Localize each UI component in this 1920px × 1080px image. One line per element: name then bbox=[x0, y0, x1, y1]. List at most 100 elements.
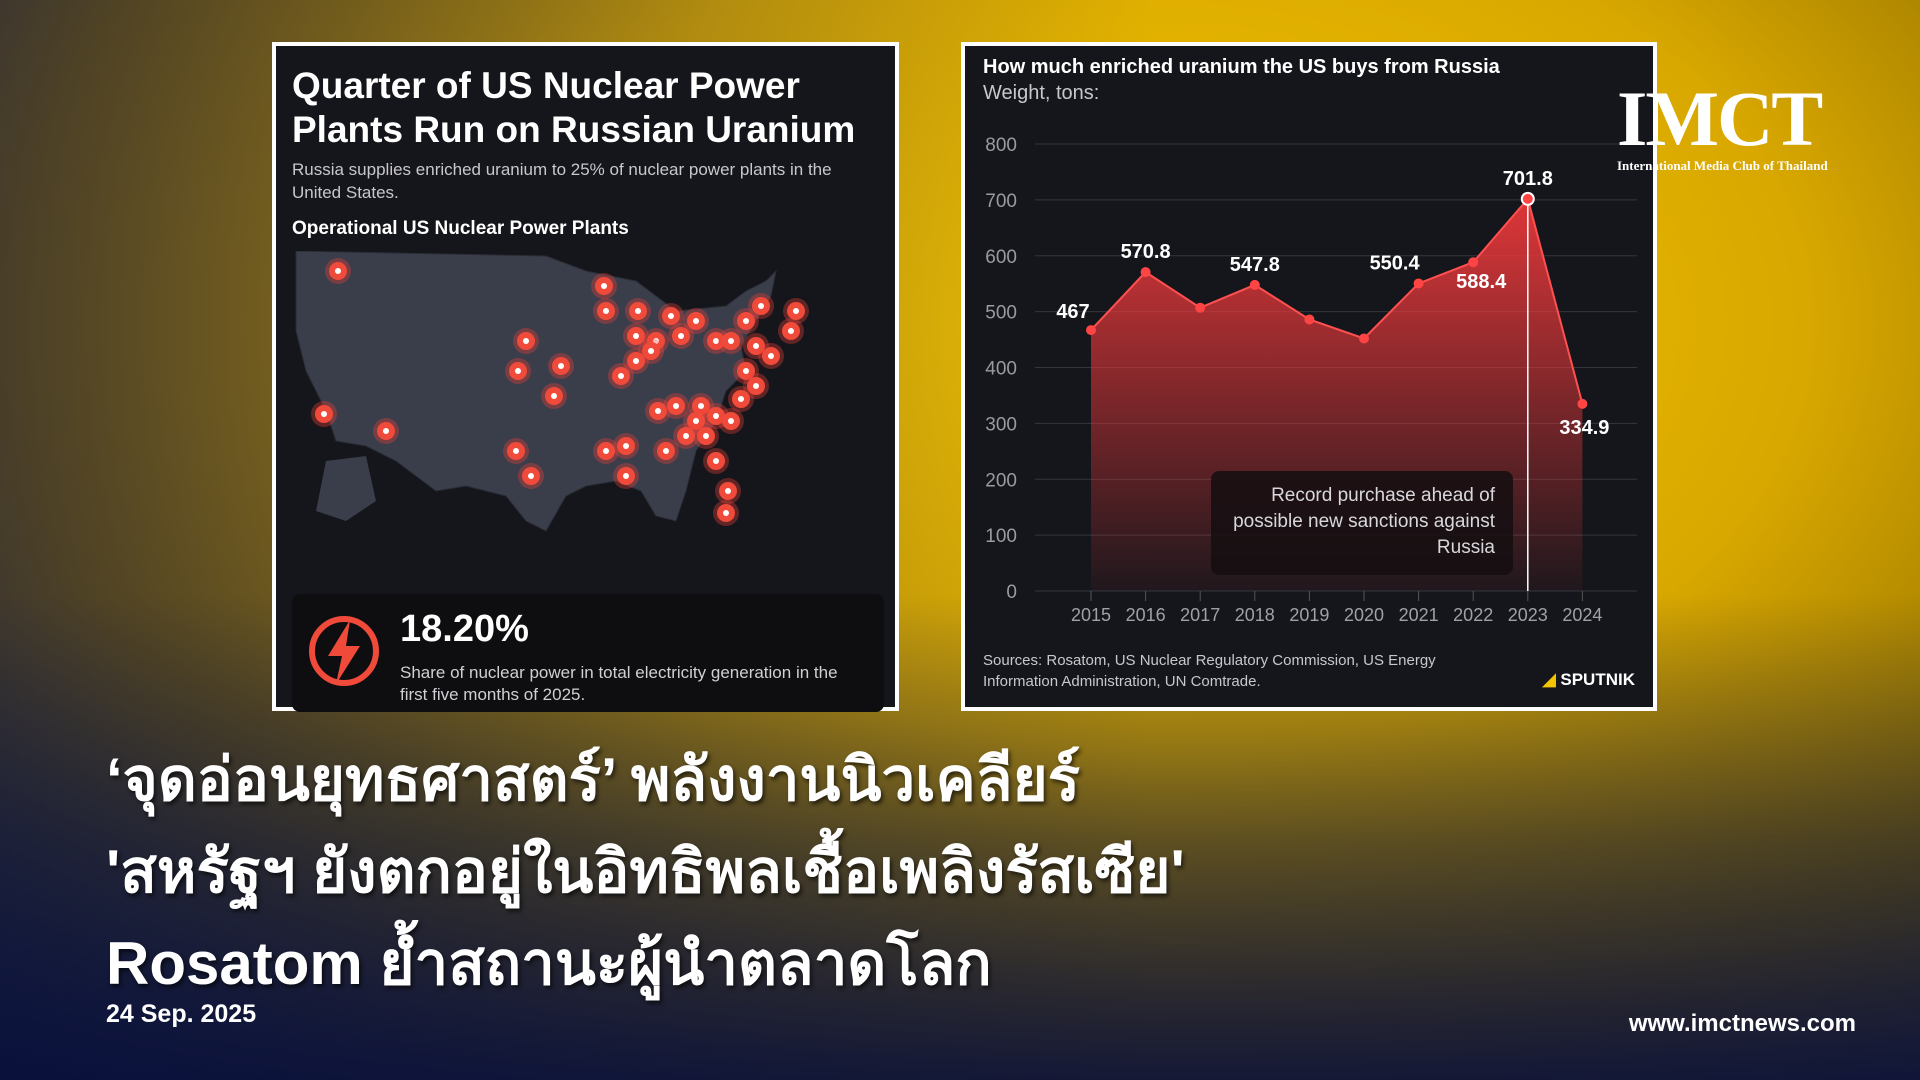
y-tick-label: 100 bbox=[985, 526, 1017, 547]
marker-center bbox=[633, 333, 639, 339]
x-tick-label: 2020 bbox=[1344, 605, 1384, 625]
radiation-icon bbox=[758, 343, 784, 369]
x-tick-label: 2023 bbox=[1508, 605, 1548, 625]
marker-center bbox=[753, 343, 759, 349]
x-tick-label: 2022 bbox=[1453, 605, 1493, 625]
x-tick-label: 2016 bbox=[1126, 605, 1166, 625]
data-label: 701.8 bbox=[1503, 168, 1553, 190]
marker-center bbox=[728, 418, 734, 424]
sputnik-mark-icon: ◢ bbox=[1542, 670, 1556, 689]
radiation-icon bbox=[778, 318, 804, 344]
marker-center bbox=[551, 393, 557, 399]
radiation-icon bbox=[593, 298, 619, 324]
radiation-icon bbox=[518, 463, 544, 489]
logo-tagline: International Media Club of Thailand bbox=[1617, 158, 1828, 173]
radiation-icon bbox=[663, 393, 689, 419]
radiation-icon bbox=[733, 308, 759, 334]
marker-center bbox=[713, 413, 719, 419]
chart-annotation: Record purchase ahead of possible new sa… bbox=[1211, 471, 1513, 575]
marker-center bbox=[635, 308, 641, 314]
marker-center bbox=[633, 358, 639, 364]
radiation-icon bbox=[715, 478, 741, 504]
radiation-icon bbox=[703, 448, 729, 474]
marker-center bbox=[698, 403, 704, 409]
y-tick-label: 600 bbox=[985, 247, 1017, 268]
data-point bbox=[1086, 325, 1096, 336]
radiation-icon bbox=[645, 398, 671, 424]
radiation-icon bbox=[593, 438, 619, 464]
stat-description: Share of nuclear power in total electric… bbox=[400, 663, 838, 704]
radiation-icon bbox=[625, 298, 651, 324]
radiation-icon bbox=[608, 363, 634, 389]
y-tick-label: 500 bbox=[985, 303, 1017, 324]
y-tick-label: 0 bbox=[1006, 582, 1017, 603]
stat-box: 18.20% Share of nuclear power in total e… bbox=[292, 594, 884, 712]
marker-center bbox=[713, 458, 719, 464]
radiation-icon bbox=[613, 433, 639, 459]
map-heading: Operational US Nuclear Power Plants bbox=[292, 218, 629, 239]
data-label: 570.8 bbox=[1121, 241, 1171, 263]
us-map-shape bbox=[295, 251, 777, 532]
marker-center bbox=[723, 510, 729, 516]
marker-center bbox=[383, 428, 389, 434]
alaska-shape bbox=[316, 456, 376, 521]
radiation-icon bbox=[743, 333, 769, 359]
data-point bbox=[1195, 302, 1206, 313]
marker-center bbox=[788, 328, 794, 334]
data-label: 550.4 bbox=[1370, 252, 1421, 274]
logo-text: IMCT bbox=[1617, 75, 1823, 162]
radiation-icon bbox=[638, 338, 664, 364]
infographic-title: Quarter of US Nuclear Power Plants Run o… bbox=[292, 65, 856, 150]
marker-center bbox=[321, 411, 327, 417]
marker-center bbox=[648, 348, 654, 354]
data-point bbox=[1468, 257, 1479, 268]
marker-center bbox=[668, 313, 674, 319]
data-point bbox=[1520, 191, 1535, 206]
data-point bbox=[1577, 398, 1588, 409]
marker-center bbox=[683, 433, 689, 439]
radiation-icon bbox=[658, 303, 684, 329]
radiation-icon bbox=[693, 423, 719, 449]
uranium-area-chart: 0 100 200 300 400 500 600 700 800 2015 467 2016 570.… bbox=[985, 135, 1637, 625]
marker-center bbox=[603, 448, 609, 454]
radiation-icon bbox=[718, 408, 744, 434]
data-point bbox=[1304, 314, 1315, 325]
radiation-icon bbox=[783, 298, 809, 324]
data-point bbox=[1359, 333, 1369, 344]
radiation-icon bbox=[591, 273, 617, 299]
marker-center bbox=[725, 488, 731, 494]
radiation-icon bbox=[673, 423, 699, 449]
marker-center bbox=[515, 368, 521, 374]
y-tick-label: 800 bbox=[985, 135, 1017, 156]
sputnik-logo: ◢ SPUTNIK bbox=[1542, 670, 1635, 689]
marker-center bbox=[623, 473, 629, 479]
headline-line-3: Rosatom ย้ำสถานะผู้นำตลาดโลก bbox=[106, 930, 992, 997]
marker-center bbox=[513, 448, 519, 454]
marker-center bbox=[743, 318, 749, 324]
radiation-icon bbox=[311, 401, 337, 427]
marker-center bbox=[601, 283, 607, 289]
data-label: 547.8 bbox=[1230, 254, 1280, 276]
marker-center bbox=[713, 338, 719, 344]
radiation-icon bbox=[683, 408, 709, 434]
x-tick-label: 2015 bbox=[1071, 605, 1111, 625]
chart-subtitle: Weight, tons: bbox=[983, 82, 1100, 104]
marker-center bbox=[743, 368, 749, 374]
marker-center bbox=[768, 353, 774, 359]
marker-center bbox=[655, 408, 661, 414]
nuclear-plants-infographic: Quarter of US Nuclear Power Plants Run o… bbox=[272, 42, 899, 712]
marker-center bbox=[653, 338, 659, 344]
radiation-icon bbox=[541, 383, 567, 409]
data-point bbox=[1413, 278, 1424, 289]
chart-sources: Sources: Rosatom, US Nuclear Regulatory … bbox=[983, 652, 1436, 690]
radiation-icon bbox=[718, 328, 744, 354]
y-tick-label: 400 bbox=[985, 359, 1017, 380]
radiation-icon bbox=[713, 500, 739, 526]
marker-center bbox=[663, 448, 669, 454]
us-map bbox=[295, 251, 809, 532]
website-link[interactable]: www.imctnews.com bbox=[1628, 1010, 1856, 1037]
series-line bbox=[1090, 196, 1584, 405]
publish-date: 24 Sep. 2025 bbox=[106, 1000, 257, 1028]
marker-center bbox=[528, 473, 534, 479]
x-tick-label: 2019 bbox=[1289, 605, 1329, 625]
